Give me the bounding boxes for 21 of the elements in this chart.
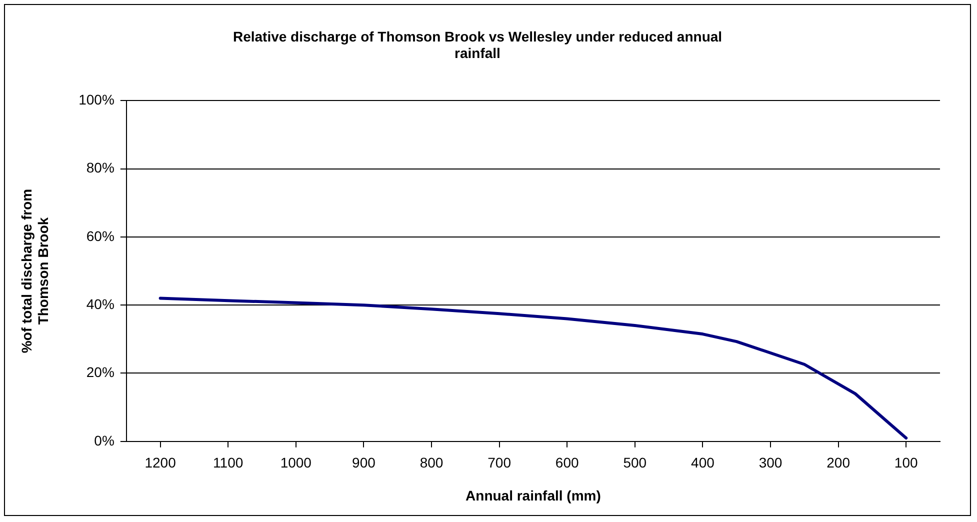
- x-tick-label: 900: [352, 454, 376, 471]
- x-tick-label: 100: [894, 454, 918, 471]
- chart-title: Relative discharge of Thomson Brook vs Wellesley under reduced annual rainfall: [232, 28, 722, 62]
- y-tick-label: 60%: [86, 228, 114, 244]
- x-tick-label: 800: [420, 454, 444, 471]
- x-tick-label: 1100: [213, 454, 244, 471]
- x-tick-label: 200: [826, 454, 850, 471]
- y-tick-label: 0%: [94, 432, 114, 448]
- x-tick-label: 300: [758, 454, 782, 471]
- x-tick-label: 700: [488, 454, 512, 471]
- y-tick-label: 20%: [86, 364, 114, 380]
- x-tick-label: 1000: [280, 454, 312, 471]
- y-tick-label: 100%: [78, 91, 114, 108]
- x-tick-label: 600: [555, 454, 579, 471]
- x-axis-title: Annual rainfall (mm): [466, 487, 601, 504]
- y-tick-label: 40%: [86, 296, 114, 312]
- x-tick-label: 400: [691, 454, 715, 471]
- y-tick-label: 80%: [86, 160, 114, 176]
- x-tick-label: 500: [623, 454, 647, 471]
- y-axis-title: %of total discharge from Thomson Brook: [18, 188, 52, 354]
- x-tick-label: 1200: [144, 454, 176, 471]
